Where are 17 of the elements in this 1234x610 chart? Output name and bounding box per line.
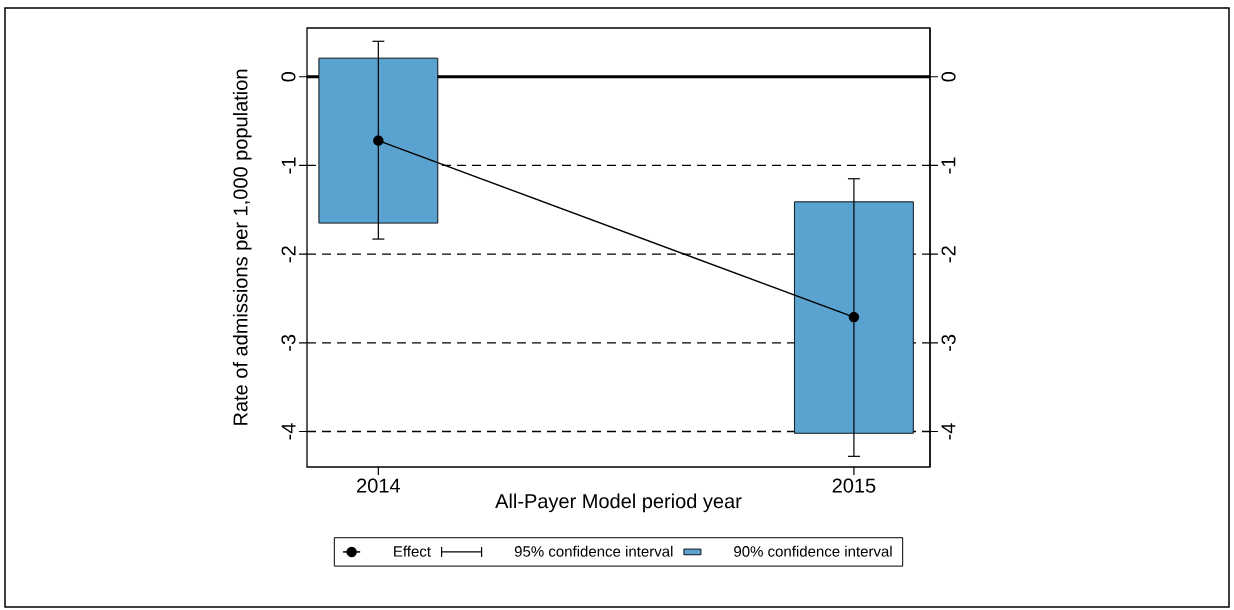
y-tick-label: -2 bbox=[281, 246, 296, 263]
x-tick-label: 2014 bbox=[357, 478, 400, 493]
legend-label: 95% confidence interval bbox=[514, 545, 673, 557]
y-tick-label: -4 bbox=[281, 423, 296, 440]
y2-tick-label: 0 bbox=[941, 71, 956, 82]
y2-tick-label: -1 bbox=[941, 157, 956, 174]
legend-label: Effect bbox=[394, 545, 431, 557]
y-tick-label: 0 bbox=[281, 71, 296, 82]
y-axis-title: Rate of admissions per 1,000 population bbox=[232, 69, 252, 425]
legend-label: 90% confidence interval bbox=[734, 545, 892, 557]
y-tick-label: -3 bbox=[281, 334, 296, 351]
y-tick-label: -1 bbox=[281, 157, 296, 174]
y2-tick-label: -4 bbox=[941, 423, 956, 440]
y2-tick-label: -2 bbox=[941, 246, 956, 263]
x-tick-label: 2015 bbox=[832, 478, 876, 493]
y2-tick-label: -3 bbox=[941, 334, 956, 351]
x-axis-title: All-Payer Model period year bbox=[495, 493, 742, 513]
